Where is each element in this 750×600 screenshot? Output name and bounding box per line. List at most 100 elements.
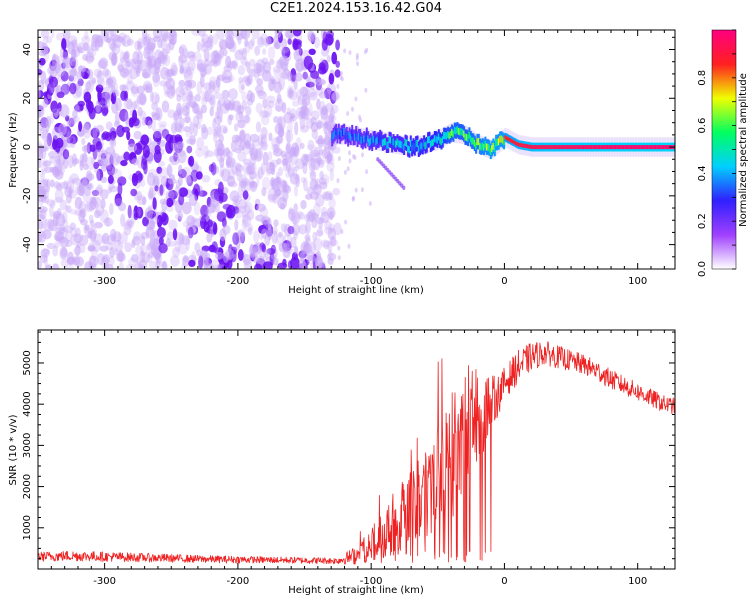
spectrogram-noise-cell — [174, 120, 184, 132]
spectrogram-noise-cell — [104, 69, 112, 81]
spectrogram-noise-cell — [241, 100, 248, 110]
spectrogram-noise-cell — [267, 100, 275, 109]
spectrogram-noise-cell — [162, 31, 171, 39]
spectrogram-noise-cell — [56, 208, 62, 217]
signal-core-cell — [539, 145, 542, 150]
spectrogram-noise-cell — [131, 239, 136, 249]
spectrogram-noise-cell — [179, 117, 185, 129]
spectrogram-noise-cell — [150, 246, 156, 256]
spectrogram-noise-cell — [166, 165, 173, 176]
spectrogram-noise-cell — [152, 197, 157, 210]
spectrogram-noise-cell — [324, 220, 332, 231]
spectrogram-noise-cell — [106, 234, 117, 245]
spectrogram-noise-cell — [79, 103, 84, 111]
spectrogram-noise-cell — [178, 46, 185, 55]
signal-core-cell — [444, 132, 447, 140]
spectrogram-noise-cell — [166, 231, 174, 241]
spectrogram-noise-cell — [123, 51, 130, 63]
spectrogram-noise-cell — [154, 67, 160, 75]
spectrogram-noise-cell — [261, 115, 270, 126]
spectrogram-noise-cell — [241, 91, 247, 102]
spectrogram-noise-cell — [81, 35, 91, 45]
spectrogram-noise-cell — [245, 76, 252, 87]
spectrogram-noise-cell — [112, 150, 117, 159]
spectrogram-noise-cell — [55, 226, 65, 235]
signal-core-cell — [423, 139, 426, 147]
snr-frame — [37, 329, 676, 570]
signal-core-cell — [584, 145, 587, 150]
signal-core-cell — [664, 145, 667, 150]
spectrogram-noise-cell — [160, 33, 170, 43]
spectrogram-noise-cell — [97, 155, 106, 166]
spectrogram-noise-cell — [244, 61, 251, 68]
signal-core-cell — [665, 145, 668, 150]
spectrogram-noise-cell — [254, 45, 261, 56]
signal-core-cell — [604, 145, 607, 150]
spectrogram-noise-cell — [270, 76, 275, 85]
signal-core-cell — [645, 145, 648, 150]
y-tick-label: 0 — [22, 144, 33, 150]
spectrogram-noise-cell — [88, 214, 94, 224]
signal-core-cell — [332, 132, 335, 140]
spectrogram-noise-cell — [123, 67, 132, 75]
spectrogram-noise-cell — [105, 146, 116, 155]
spectrogram-noise-cell — [232, 232, 240, 246]
spectrogram-noise-cell — [254, 263, 263, 269]
spectrogram-noise-cell — [307, 30, 315, 42]
signal-core-cell — [660, 145, 663, 150]
spectrogram-noise-cell — [218, 48, 225, 60]
signal-core-cell — [516, 141, 519, 146]
spectrogram-noise-cell — [279, 55, 288, 70]
spectrogram-noise-cell — [165, 237, 171, 248]
signal-core-cell — [519, 142, 522, 147]
spectrogram-noise-cell — [243, 180, 252, 191]
signal-core-cell — [384, 138, 387, 145]
signal-core-cell — [375, 138, 378, 146]
signal-core-cell — [373, 135, 376, 143]
spectrogram-noise-cell — [113, 248, 119, 256]
spectrogram-noise-cell — [210, 95, 216, 109]
spectrogram-noise-cell — [179, 44, 188, 56]
spectrogram-noise-cell — [229, 190, 240, 202]
spectrogram-noise-cell — [55, 137, 64, 149]
spectrogram-noise-cell — [107, 175, 114, 184]
spectrogram-noise-cell — [215, 106, 223, 120]
signal-core-cell — [447, 131, 450, 138]
spectrogram-noise-cell — [299, 252, 305, 263]
spectrogram-noise-cell — [288, 208, 296, 221]
spectrogram-noise-cell — [310, 149, 320, 157]
spectrogram-noise-cell — [77, 65, 87, 72]
spectrogram-noise-cell — [269, 178, 278, 190]
signal-core-cell — [400, 141, 403, 149]
spectrogram-noise-cell — [178, 79, 186, 88]
spectrogram-noise-cell — [219, 228, 227, 242]
spectrogram-noise-cell — [221, 89, 230, 100]
spectrogram-noise-cell — [304, 153, 309, 163]
spectrogram-noise-cell — [70, 117, 77, 125]
signal-core-cell — [588, 145, 591, 150]
spectrogram-noise-cell — [209, 50, 219, 65]
spectrogram-noise-cell — [231, 100, 242, 112]
spectrogram-noise-cell — [117, 250, 124, 262]
spectrogram-noise-cell — [109, 154, 114, 168]
spectrogram-noise-cell — [336, 83, 340, 89]
signal-core-cell — [544, 145, 547, 150]
spectrogram-noise-cell — [208, 34, 214, 44]
spectrogram-noise-cell — [180, 60, 190, 74]
spectrogram-noise-cell — [123, 222, 132, 236]
spectrogram-noise-cell — [239, 129, 246, 142]
spectrogram-noise-cell — [234, 208, 244, 219]
spectrogram-noise-cell — [139, 110, 147, 120]
spectrogram-noise-cell — [332, 187, 341, 196]
spectrogram-noise-cell — [225, 38, 235, 50]
spectrogram-noise-cell — [58, 123, 67, 136]
signal-core-cell — [440, 138, 443, 146]
spectrogram-noise-cell — [261, 186, 267, 197]
spectrogram-noise-cell — [96, 253, 105, 265]
spectrogram-noise-cell — [50, 100, 59, 113]
signal-core-cell — [449, 131, 452, 139]
spectrogram-noise-cell — [319, 181, 328, 190]
signal-core-cell — [357, 133, 360, 141]
spectrogram-noise-cell — [151, 111, 157, 118]
